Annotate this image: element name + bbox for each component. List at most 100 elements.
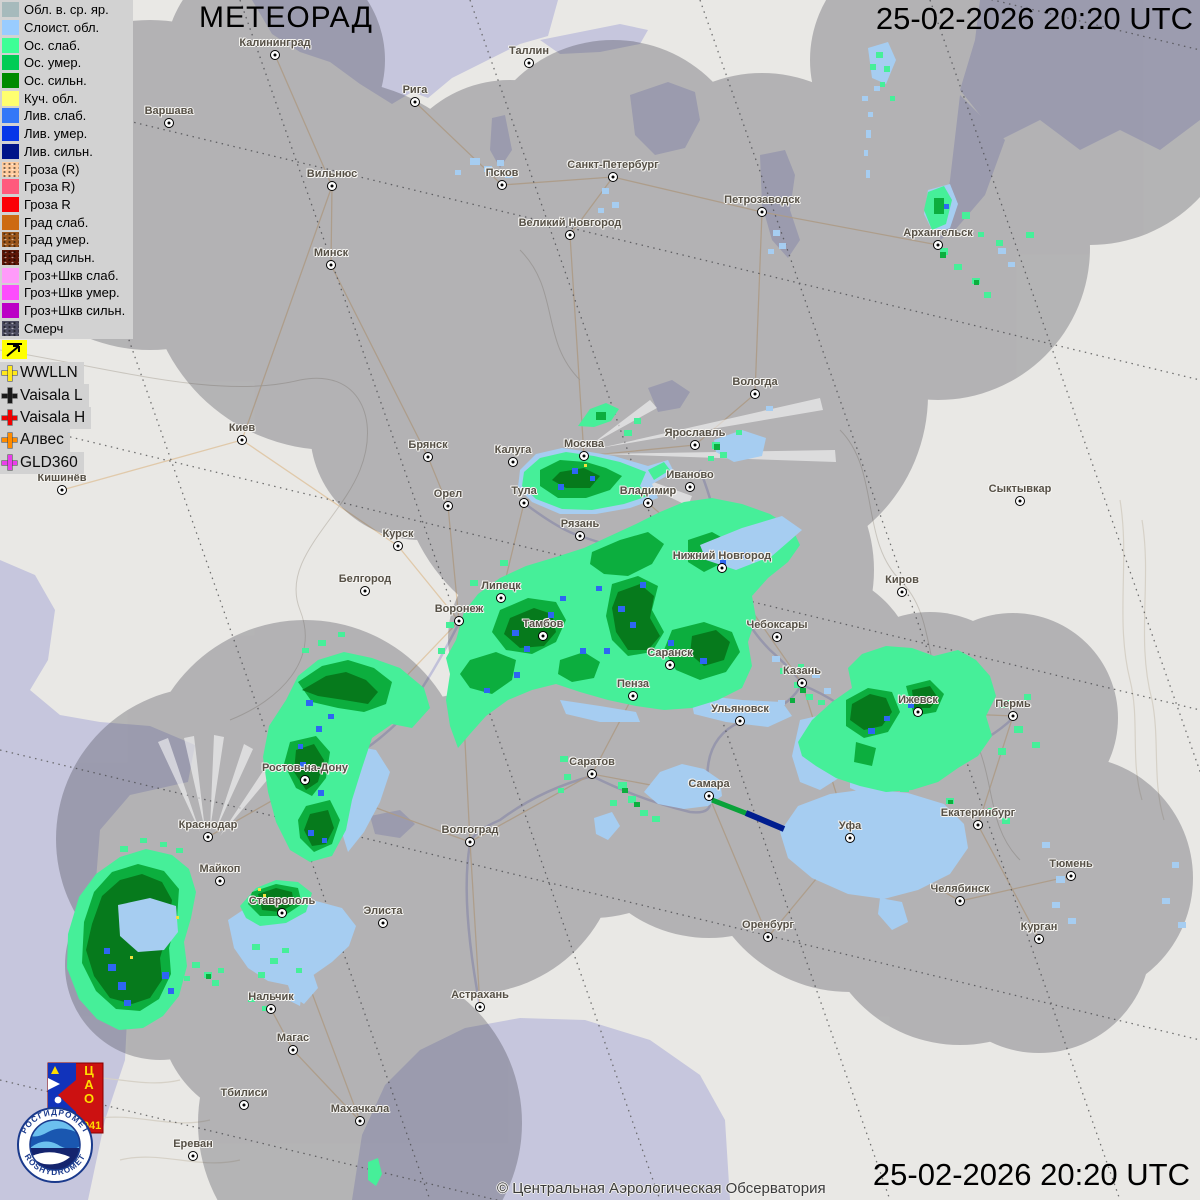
lightning-source-row: GLD360 [0, 451, 84, 474]
city-marker[interactable] [1008, 711, 1018, 721]
city-marker[interactable] [757, 207, 767, 217]
city-marker[interactable] [717, 563, 727, 573]
city-marker[interactable] [628, 691, 638, 701]
city-marker[interactable] [735, 716, 745, 726]
city-marker[interactable] [955, 896, 965, 906]
city-marker[interactable] [538, 631, 548, 641]
city-marker[interactable] [423, 452, 433, 462]
city-marker[interactable] [164, 118, 174, 128]
city-marker[interactable] [410, 97, 420, 107]
legend-swatch [2, 90, 19, 106]
city-marker[interactable] [393, 541, 403, 551]
city-marker[interactable] [665, 660, 675, 670]
city-label: Нижний Новгород [672, 550, 772, 562]
city-marker[interactable] [355, 1116, 365, 1126]
city-label: Челябинск [930, 883, 990, 895]
precipitation-legend: Обл. в. ср. яр. Слоист. обл. Ос. слаб. Ос. … [0, 0, 133, 340]
city-label: Ярославль [664, 427, 726, 439]
city-marker[interactable] [239, 1100, 249, 1110]
city-marker[interactable] [608, 172, 618, 182]
city-marker[interactable] [685, 482, 695, 492]
city-marker[interactable] [475, 1002, 485, 1012]
legend-label: Град умер. [24, 232, 90, 248]
lightning-source-row: Vaisala H [0, 406, 92, 430]
legend-row: Гроза R [2, 196, 131, 214]
city-marker[interactable] [300, 775, 310, 785]
city-marker[interactable] [973, 820, 983, 830]
legend-label: Лив. слаб. [24, 108, 87, 124]
city-label: Уфа [838, 820, 862, 832]
city-marker[interactable] [772, 632, 782, 642]
city-label: Ростов-на-Дону [261, 762, 349, 774]
city-marker[interactable] [750, 389, 760, 399]
city-marker[interactable] [57, 485, 67, 495]
city-label: Пермь [995, 698, 1031, 710]
city-marker[interactable] [1034, 934, 1044, 944]
city-marker[interactable] [519, 498, 529, 508]
lightning-cross-icon [2, 410, 17, 426]
city-marker[interactable] [270, 50, 280, 60]
city-label: Орел [433, 488, 463, 500]
city-marker[interactable] [378, 918, 388, 928]
legend-row: Слоист. обл. [2, 19, 131, 37]
city-label: Калининград [239, 37, 311, 49]
legend-label: Град слаб. [24, 214, 89, 230]
legend-row: Град сильн. [2, 249, 131, 267]
legend-swatch [2, 232, 19, 248]
city-marker[interactable] [587, 769, 597, 779]
legend-label: Гроза (R) [24, 161, 80, 177]
city-marker[interactable] [897, 587, 907, 597]
copyright-text: © Центральная Аэрологическая Обсерватори… [497, 1180, 826, 1197]
city-marker[interactable] [188, 1151, 198, 1161]
city-marker[interactable] [454, 616, 464, 626]
legend-swatch [2, 249, 19, 265]
city-label: Иваново [666, 469, 714, 481]
city-marker[interactable] [465, 837, 475, 847]
city-label: Архангельск [903, 227, 973, 239]
city-marker[interactable] [933, 240, 943, 250]
city-marker[interactable] [443, 501, 453, 511]
city-marker[interactable] [508, 457, 518, 467]
legend-swatch [2, 285, 19, 301]
legend-swatch [2, 2, 19, 18]
city-label: Магас [276, 1032, 310, 1044]
city-marker[interactable] [797, 678, 807, 688]
city-marker[interactable] [524, 58, 534, 68]
city-marker[interactable] [763, 932, 773, 942]
legend-row: Гроза (R) [2, 160, 131, 178]
city-marker[interactable] [643, 498, 653, 508]
city-marker[interactable] [1066, 871, 1076, 881]
city-marker[interactable] [845, 833, 855, 843]
city-marker[interactable] [360, 586, 370, 596]
city-label: Петрозаводск [724, 194, 800, 206]
timestamp-bottom: 25-02-2026 20:20 UTC [872, 1157, 1190, 1192]
city-marker[interactable] [288, 1045, 298, 1055]
city-marker[interactable] [326, 260, 336, 270]
legend-row: Смерч [2, 319, 131, 337]
city-marker[interactable] [690, 440, 700, 450]
city-marker[interactable] [1015, 496, 1025, 506]
city-label: Кишинёв [37, 472, 87, 484]
city-marker[interactable] [575, 531, 585, 541]
city-label: Ставрополь [248, 895, 316, 907]
city-marker[interactable] [266, 1004, 276, 1014]
city-marker[interactable] [277, 908, 287, 918]
city-marker[interactable] [913, 707, 923, 717]
city-label: Брянск [408, 439, 448, 451]
city-marker[interactable] [704, 791, 714, 801]
city-marker[interactable] [215, 876, 225, 886]
city-marker[interactable] [237, 435, 247, 445]
city-marker[interactable] [497, 180, 507, 190]
city-marker[interactable] [203, 832, 213, 842]
city-label: Саратов [569, 756, 615, 768]
city-marker[interactable] [327, 181, 337, 191]
city-label: Астрахань [451, 989, 509, 1001]
city-marker[interactable] [565, 230, 575, 240]
city-label: Киев [228, 422, 256, 434]
city-marker[interactable] [579, 451, 589, 461]
city-label: Псков [485, 167, 519, 179]
city-marker[interactable] [496, 593, 506, 603]
city-label: Краснодар [178, 819, 238, 831]
radar-spike [711, 797, 786, 832]
